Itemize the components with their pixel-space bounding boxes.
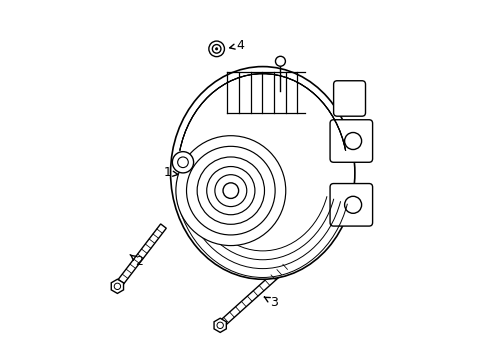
Ellipse shape — [171, 67, 355, 279]
Circle shape — [172, 152, 194, 173]
FancyBboxPatch shape — [334, 81, 366, 116]
Polygon shape — [218, 259, 294, 328]
Circle shape — [176, 136, 286, 246]
Circle shape — [275, 56, 285, 66]
Polygon shape — [111, 279, 123, 293]
FancyBboxPatch shape — [330, 184, 372, 226]
Circle shape — [209, 41, 224, 57]
Polygon shape — [115, 224, 166, 288]
FancyBboxPatch shape — [330, 120, 372, 162]
Text: 3: 3 — [264, 296, 278, 309]
Circle shape — [197, 157, 265, 224]
Text: 1: 1 — [164, 166, 178, 179]
Circle shape — [215, 175, 247, 207]
Circle shape — [187, 146, 275, 235]
Text: 2: 2 — [130, 255, 143, 268]
Polygon shape — [214, 318, 226, 332]
Circle shape — [207, 167, 255, 215]
Circle shape — [216, 48, 218, 50]
Circle shape — [223, 183, 239, 198]
Text: 4: 4 — [230, 39, 244, 52]
